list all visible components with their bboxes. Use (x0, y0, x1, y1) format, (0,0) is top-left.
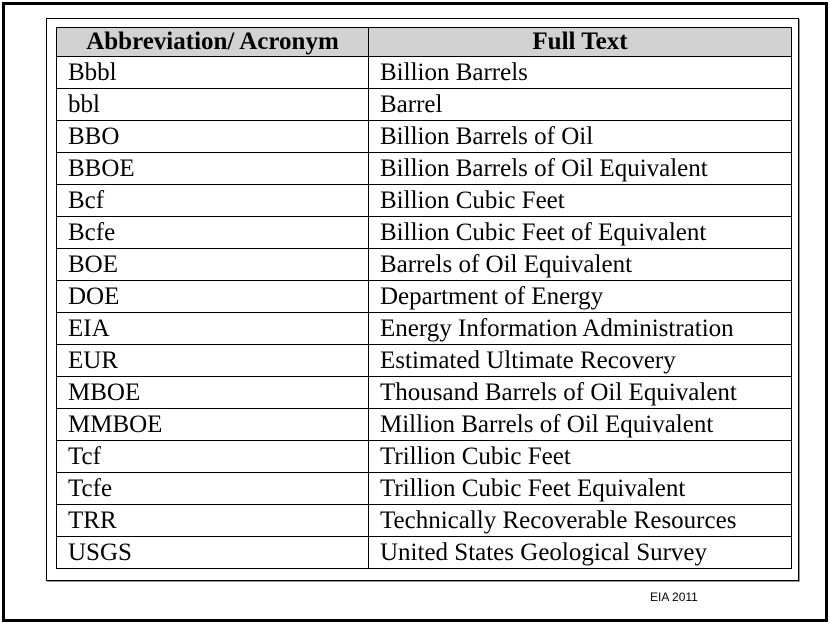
table-row: Tcf Trillion Cubic Feet (56, 440, 792, 473)
table-row: Bcf Billion Cubic Feet (56, 184, 792, 217)
full-text-cell: Department of Energy (368, 280, 792, 313)
abbreviation-cell: BBOE (56, 152, 369, 185)
full-text-cell: Energy Information Administration (368, 312, 792, 345)
table-row: EIA Energy Information Administration (56, 312, 792, 345)
table-row: Bcfe Billion Cubic Feet of Equivalent (56, 216, 792, 249)
abbreviation-cell: bbl (56, 88, 369, 121)
abbreviation-cell: Tcf (56, 440, 369, 473)
table-row: Tcfe Trillion Cubic Feet Equivalent (56, 472, 792, 505)
table-row: USGS United States Geological Survey (56, 536, 792, 569)
abbreviation-cell: MMBOE (56, 408, 369, 441)
header-full-text: Full Text (368, 27, 792, 57)
header-abbreviation: Abbreviation/ Acronym (56, 27, 369, 57)
abbreviation-cell: EUR (56, 344, 369, 377)
table-row: BOE Barrels of Oil Equivalent (56, 248, 792, 281)
full-text-cell: Billion Cubic Feet (368, 184, 792, 217)
abbreviation-cell: TRR (56, 504, 369, 537)
full-text-cell: Million Barrels of Oil Equivalent (368, 408, 792, 441)
full-text-cell: Thousand Barrels of Oil Equivalent (368, 376, 792, 409)
full-text-cell: Technically Recoverable Resources (368, 504, 792, 537)
abbreviation-cell: Bcfe (56, 216, 369, 249)
abbreviation-cell: EIA (56, 312, 369, 345)
table-row: BBOE Billion Barrels of Oil Equivalent (56, 152, 792, 185)
full-text-cell: Billion Barrels of Oil Equivalent (368, 152, 792, 185)
table-row: bbl Barrel (56, 88, 792, 121)
full-text-cell: Trillion Cubic Feet (368, 440, 792, 473)
table-row: EUR Estimated Ultimate Recovery (56, 344, 792, 377)
full-text-cell: Barrel (368, 88, 792, 121)
table-row: Bbbl Billion Barrels (56, 56, 792, 89)
full-text-cell: Billion Barrels of Oil (368, 120, 792, 153)
full-text-cell: Barrels of Oil Equivalent (368, 248, 792, 281)
acronym-table: Abbreviation/ Acronym Full Text Bbbl Bil… (56, 27, 792, 569)
table-header-row: Abbreviation/ Acronym Full Text (56, 27, 792, 57)
full-text-cell: United States Geological Survey (368, 536, 792, 569)
table-row: MBOE Thousand Barrels of Oil Equivalent (56, 376, 792, 409)
table-row: DOE Department of Energy (56, 280, 792, 313)
abbreviation-cell: MBOE (56, 376, 369, 409)
table-row: TRR Technically Recoverable Resources (56, 504, 792, 537)
table-row: MMBOE Million Barrels of Oil Equivalent (56, 408, 792, 441)
abbreviation-cell: USGS (56, 536, 369, 569)
full-text-cell: Billion Cubic Feet of Equivalent (368, 216, 792, 249)
abbreviation-cell: Bbbl (56, 56, 369, 89)
full-text-cell: Billion Barrels (368, 56, 792, 89)
abbreviation-cell: DOE (56, 280, 369, 313)
full-text-cell: Trillion Cubic Feet Equivalent (368, 472, 792, 505)
source-note: EIA 2011 (650, 590, 698, 604)
abbreviation-cell: Bcf (56, 184, 369, 217)
table-row: BBO Billion Barrels of Oil (56, 120, 792, 153)
abbreviation-cell: BOE (56, 248, 369, 281)
abbreviation-cell: BBO (56, 120, 369, 153)
full-text-cell: Estimated Ultimate Recovery (368, 344, 792, 377)
abbreviation-cell: Tcfe (56, 472, 369, 505)
